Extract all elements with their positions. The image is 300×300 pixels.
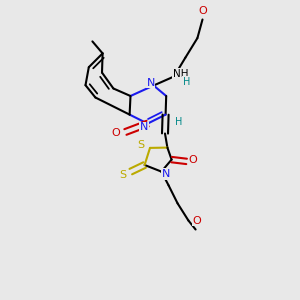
Text: H: H: [183, 76, 190, 87]
Text: S: S: [119, 169, 126, 180]
Text: S: S: [137, 140, 145, 151]
Text: N: N: [140, 122, 148, 132]
Text: N: N: [162, 169, 170, 179]
Text: NH: NH: [173, 69, 188, 79]
Text: O: O: [189, 155, 198, 165]
Text: N: N: [146, 77, 155, 88]
Text: H: H: [175, 117, 182, 128]
Text: O: O: [198, 5, 207, 16]
Text: O: O: [192, 215, 201, 226]
Text: O: O: [111, 128, 120, 139]
